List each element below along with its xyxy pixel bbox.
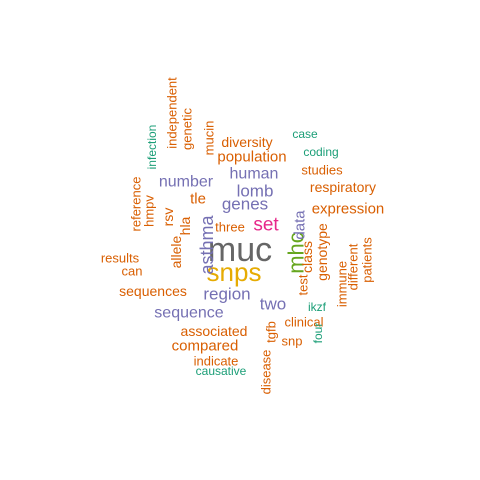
word-independent: independent: [165, 77, 180, 149]
word-disease: disease: [259, 350, 274, 395]
word-sequence: sequence: [154, 305, 223, 322]
word-number: number: [159, 174, 214, 191]
word-immune: immune: [335, 261, 350, 307]
word-causative: causative: [196, 364, 247, 378]
word-ikzf: ikzf: [308, 300, 327, 314]
word-patients: patients: [360, 237, 375, 283]
word-can: can: [122, 264, 143, 279]
word-infection: infection: [145, 125, 159, 170]
word-set: set: [253, 215, 279, 236]
word-allele: allele: [168, 235, 184, 268]
word-sequences: sequences: [119, 283, 187, 299]
word-compared: compared: [172, 338, 239, 355]
word-respiratory: respiratory: [310, 179, 376, 195]
word-class: class: [299, 241, 315, 273]
word-coding: coding: [303, 145, 338, 159]
word-associated: associated: [181, 323, 248, 339]
word-hmpv: hmpv: [142, 195, 157, 227]
word-rsv: rsv: [160, 208, 176, 227]
word-two: two: [260, 295, 286, 314]
word-four: four: [311, 323, 325, 344]
word-case: case: [292, 127, 318, 141]
word-different: different: [346, 243, 361, 290]
word-indicate: indicate: [194, 354, 239, 369]
word-snp: snp: [282, 334, 303, 349]
word-studies: studies: [301, 163, 343, 178]
word-diversity: diversity: [221, 134, 272, 150]
word-three: three: [215, 220, 245, 235]
word-hla: hla: [177, 216, 193, 235]
word-genes: genes: [222, 195, 268, 214]
word-clinical: clinical: [284, 315, 323, 330]
word-genotype: genotype: [314, 223, 330, 281]
word-mhc: mhc: [284, 232, 309, 274]
word-asthma: asthma: [197, 214, 217, 274]
word-data: data: [292, 210, 309, 240]
word-region: region: [203, 285, 250, 304]
word-tgfb: tgfb: [264, 321, 279, 343]
word-tle: tle: [190, 191, 206, 208]
word-muc: muc: [208, 231, 272, 269]
word-results: results: [101, 251, 140, 266]
word-human: human: [230, 166, 279, 183]
word-mucin: mucin: [202, 121, 217, 156]
word-genetic: genetic: [180, 108, 195, 150]
word-reference: reference: [129, 177, 144, 232]
word-lomb: lomb: [237, 182, 274, 201]
word-snps: snps: [207, 257, 262, 287]
word-population: population: [217, 149, 286, 166]
word-expression: expression: [312, 201, 385, 218]
word-test: test: [296, 274, 311, 295]
